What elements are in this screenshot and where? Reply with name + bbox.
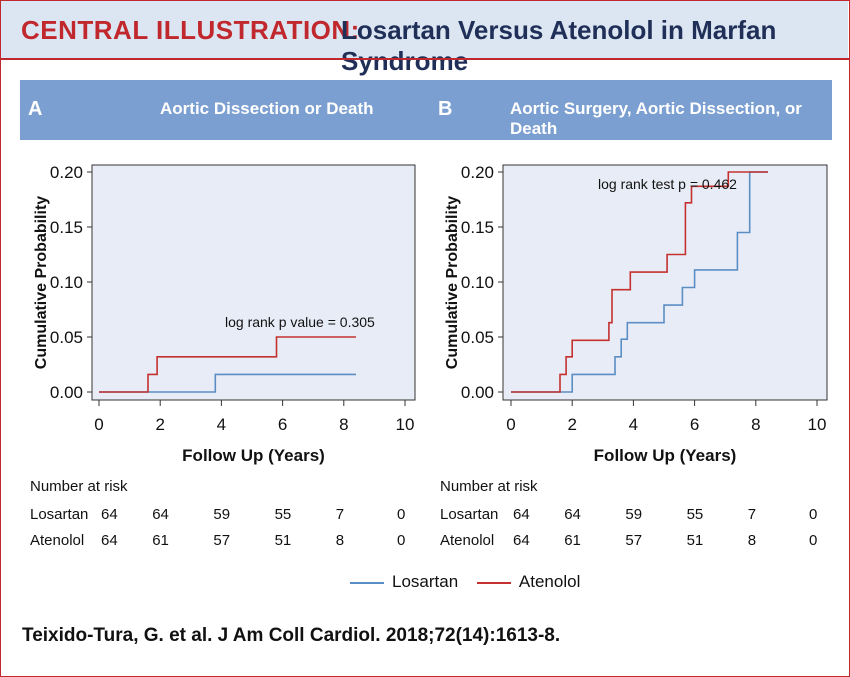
panel-b-series-losartan xyxy=(511,171,768,393)
panel-a-xtick-label: 2 xyxy=(155,415,164,434)
panel-b-risk-cell: 51 xyxy=(686,532,704,549)
panel-a-xlabel: Follow Up (Years) xyxy=(182,446,325,465)
panel-b-xtick-label: 4 xyxy=(629,415,638,434)
panel-b-ytick-label: 0.20 xyxy=(461,163,494,182)
panel-a-risk-cell: 64 xyxy=(101,506,118,523)
panel-b-ytick-label: 0.10 xyxy=(461,273,494,292)
panel-b-xtick-label: 10 xyxy=(808,415,827,434)
panel-a-risk-cell: 0 xyxy=(397,532,406,549)
panel-b-risk-row-label: Atenolol xyxy=(440,532,495,549)
panel-a-risk-cell: 8 xyxy=(335,532,345,549)
panel-b-risk-cell: 57 xyxy=(625,532,643,549)
panel-a-xtick-label: 10 xyxy=(396,415,415,434)
panel-b-annotation: log rank test p = 0.462 xyxy=(598,176,737,192)
panel-a-xtick-label: 0 xyxy=(94,415,103,434)
header-title: Losartan Versus Atenolol in Marfan Syndr… xyxy=(341,15,777,76)
panel-a-risk-title: Number at risk xyxy=(30,478,128,495)
panel-b-risk-cell: 7 xyxy=(747,506,757,523)
title-bar: CENTRAL ILLUSTRATION: Losartan Versus At… xyxy=(1,1,848,76)
panel-a-ytick-label: 0.10 xyxy=(50,273,83,292)
panel-a-letter: A xyxy=(28,98,43,120)
panel-b-plot-area xyxy=(502,164,828,401)
panel-b-xtick-label: 2 xyxy=(567,415,576,434)
panel-a-risk-cell: 57 xyxy=(213,532,231,549)
panel-a-ylabel: Cumulative Probability xyxy=(33,196,50,369)
legend-line-atenolol xyxy=(476,581,511,584)
panel-a-series-atenolol xyxy=(99,336,356,393)
panel-a-annotation: log rank p value = 0.305 xyxy=(225,314,375,330)
panel-a-risk-cell: 64 xyxy=(152,506,169,523)
panel-a-risk-cell: 61 xyxy=(152,532,169,549)
legend: Losartan Atenolol xyxy=(350,572,580,592)
panel-a-series-losartan xyxy=(99,373,356,393)
panel-b-series-atenolol xyxy=(511,171,768,393)
panel-b-risk-cell: 0 xyxy=(809,532,818,549)
panel-b-risk-cell: 64 xyxy=(513,506,530,523)
panel-b-risk-cell: 64 xyxy=(564,506,581,523)
panel-a-xtick-label: 6 xyxy=(278,415,287,434)
panel-b-letter: B xyxy=(438,98,453,120)
citation: Teixido-Tura, G. et al. J Am Coll Cardio… xyxy=(22,625,561,646)
panel-a-plot-area xyxy=(91,164,416,401)
panel-b-ytick-label: 0.00 xyxy=(461,383,494,402)
panel-b-xtick-label: 8 xyxy=(751,415,760,434)
panel-b-xtick-label: 6 xyxy=(690,415,699,434)
header-label: CENTRAL ILLUSTRATION: xyxy=(21,15,360,45)
panel-b-risk-cell: 59 xyxy=(625,506,643,523)
panel-b-xtick-label: 0 xyxy=(506,415,515,434)
panel-b-title: Aortic Surgery, Aortic Dissection, or De… xyxy=(510,99,802,138)
panel-b-risk-cell: 55 xyxy=(686,506,704,523)
panel-a-risk-cell: 59 xyxy=(213,506,231,523)
panel-b-ytick-label: 0.15 xyxy=(461,218,494,237)
panel-a-risk-cell: 55 xyxy=(274,506,292,523)
legend-label-atenolol: Atenolol xyxy=(518,572,581,591)
panel-a-ytick-label: 0.15 xyxy=(50,218,83,237)
header-rule xyxy=(0,58,850,60)
panel-b-ylabel: Cumulative Probability xyxy=(444,196,461,369)
panel-b-xlabel: Follow Up (Years) xyxy=(594,446,737,465)
panel-a-risk-cell: 0 xyxy=(397,506,406,523)
panel-a-risk-row-label: Losartan xyxy=(30,506,89,523)
panel-b-risk-cell: 0 xyxy=(809,506,818,523)
panel-b-risk-cell: 64 xyxy=(513,532,530,549)
panel-a-ytick-label: 0.00 xyxy=(50,383,83,402)
panel-b-ytick-label: 0.05 xyxy=(461,328,494,347)
panel-a-risk-cell: 7 xyxy=(335,506,345,523)
panel-b-risk-title: Number at risk xyxy=(440,478,538,495)
panel-a-xtick-label: 8 xyxy=(339,415,348,434)
panel-b-risk-cell: 8 xyxy=(747,532,757,549)
panel-a-ytick-label: 0.05 xyxy=(50,328,83,347)
panel-title-band: A Aortic Dissection or Death B Aortic Su… xyxy=(20,80,832,140)
panel-b-risk-row-label: Losartan xyxy=(440,506,499,523)
panel-a-title: Aortic Dissection or Death xyxy=(160,99,374,118)
panel-a-ytick-label: 0.20 xyxy=(50,163,83,182)
legend-line-losartan xyxy=(350,581,384,584)
panel-a-risk-cell: 64 xyxy=(101,532,118,549)
panel-a-risk-cell: 51 xyxy=(274,532,292,549)
panel-b-risk-cell: 61 xyxy=(564,532,581,549)
panel-a-xtick-label: 4 xyxy=(217,415,226,434)
panel-a-risk-row-label: Atenolol xyxy=(30,532,85,549)
legend-label-losartan: Losartan xyxy=(392,572,459,591)
